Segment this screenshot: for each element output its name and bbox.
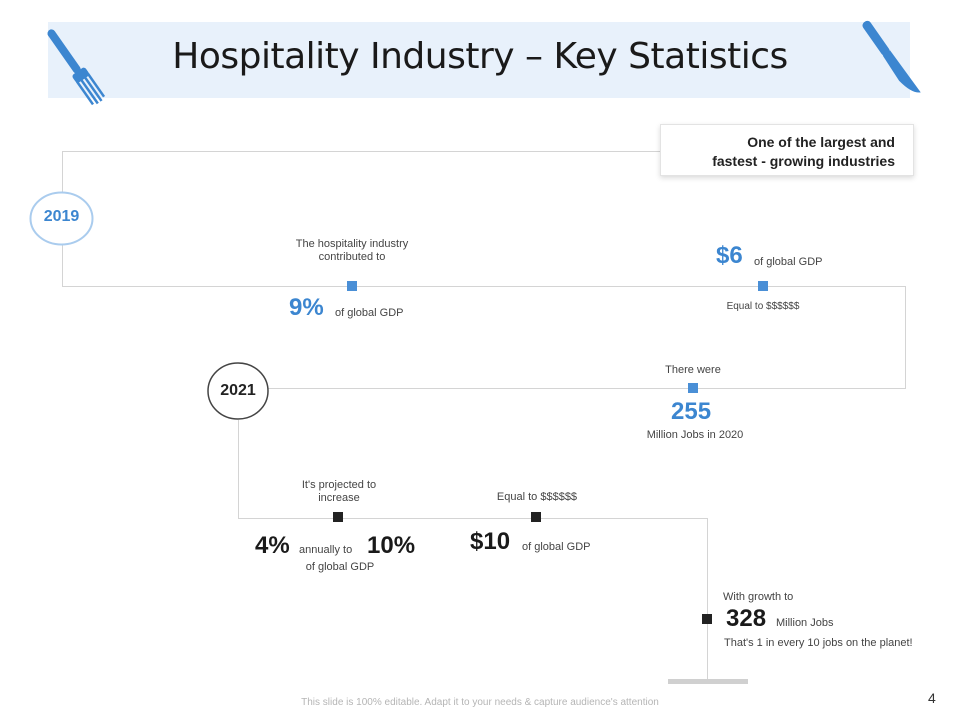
page-title: Hospitality Industry – Key Statistics bbox=[172, 36, 788, 77]
stat-suffix: Million Jobs bbox=[776, 617, 834, 629]
stat-caption: It's projected to increase bbox=[301, 479, 377, 504]
year-badge-2019: 2019 bbox=[29, 191, 94, 246]
stat-value-from: 4% bbox=[255, 532, 290, 559]
timeline-base bbox=[668, 679, 748, 684]
timeline-marker bbox=[702, 614, 712, 624]
stat-suffix: of global GDP bbox=[522, 541, 591, 553]
timeline-line bbox=[238, 420, 239, 518]
stat-suffix: Million Jobs in 2020 bbox=[646, 429, 744, 441]
stat-suffix: of global GDP bbox=[754, 256, 823, 268]
stat-caption: Equal to $$$$$$ bbox=[496, 491, 578, 503]
timeline-line bbox=[707, 518, 708, 681]
stat-caption: Equal to $$$$$$ bbox=[726, 301, 800, 312]
knife-icon bbox=[862, 20, 921, 93]
footer-note: This slide is 100% editable. Adapt it to… bbox=[301, 697, 659, 708]
stat-note: That's 1 in every 10 jobs on the planet! bbox=[724, 637, 913, 649]
year-ring-icon bbox=[29, 191, 94, 246]
info-box: One of the largest and fastest - growing… bbox=[660, 124, 914, 176]
year-2021-label: 2021 bbox=[220, 382, 256, 399]
timeline-marker bbox=[333, 512, 343, 522]
stat-caption: With growth to bbox=[723, 591, 794, 603]
timeline-marker bbox=[347, 281, 357, 291]
timeline-line bbox=[62, 151, 662, 152]
year-ring-icon bbox=[207, 362, 269, 420]
fork-icon bbox=[47, 29, 106, 106]
timeline-marker bbox=[758, 281, 768, 291]
page-number: 4 bbox=[928, 690, 936, 706]
stat-caption: There were bbox=[665, 364, 721, 376]
timeline-line bbox=[238, 518, 708, 519]
stat-value: $10 bbox=[470, 528, 511, 555]
stat-value: $6 bbox=[716, 242, 743, 269]
timeline-marker bbox=[688, 383, 698, 393]
timeline-marker bbox=[531, 512, 541, 522]
stat-suffix: of global GDP bbox=[305, 561, 375, 573]
info-line-1: One of the largest and bbox=[747, 134, 895, 150]
info-line-2: fastest - growing industries bbox=[712, 153, 895, 169]
year-badge-2021: 2021 bbox=[206, 361, 270, 421]
stat-middle: annually to bbox=[299, 544, 353, 556]
stat-suffix: of global GDP bbox=[335, 307, 404, 319]
stat-value: 255 bbox=[671, 398, 712, 425]
timeline-line bbox=[268, 388, 906, 389]
stat-value: 9% bbox=[289, 294, 324, 321]
stat-caption: The hospitality industry contributed to bbox=[295, 238, 409, 263]
timeline-line bbox=[905, 286, 906, 388]
stat-value-to: 10% bbox=[367, 532, 416, 559]
title-banner bbox=[48, 22, 910, 98]
year-2019-label: 2019 bbox=[43, 208, 80, 225]
stat-value: 328 bbox=[726, 605, 767, 632]
timeline-line bbox=[62, 286, 905, 287]
